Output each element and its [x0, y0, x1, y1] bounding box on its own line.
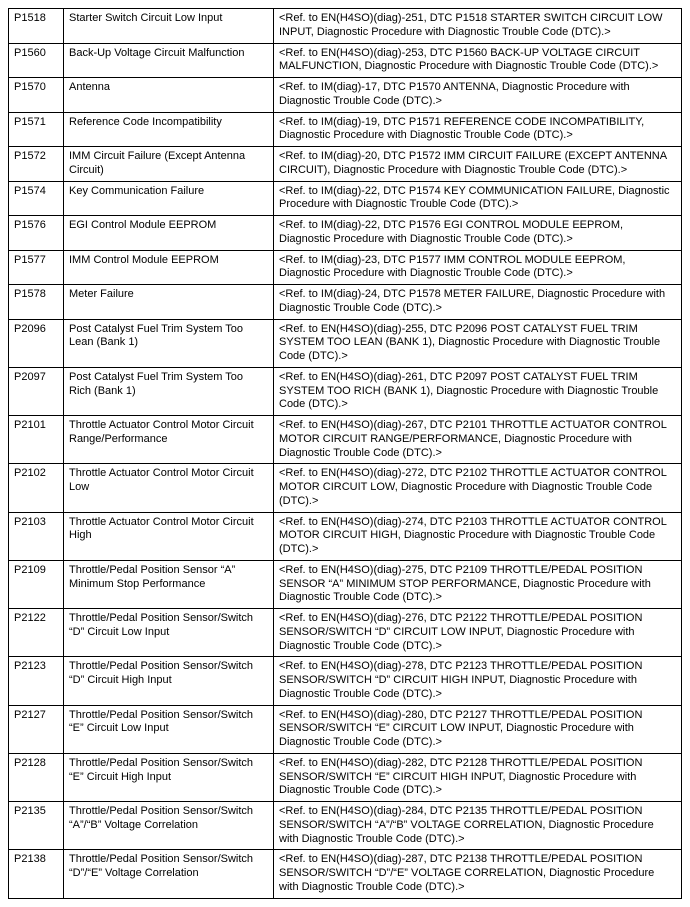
dtc-reference: <Ref. to IM(diag)-22, DTC P1576 EGI CONT…	[274, 216, 682, 251]
dtc-code: P1518	[9, 9, 64, 44]
dtc-name: Post Catalyst Fuel Trim System Too Lean …	[64, 319, 274, 367]
table-row: P1577IMM Control Module EEPROM<Ref. to I…	[9, 250, 682, 285]
table-row: P2102Throttle Actuator Control Motor Cir…	[9, 464, 682, 512]
dtc-name: IMM Circuit Failure (Except Antenna Circ…	[64, 147, 274, 182]
table-row: P1574Key Communication Failure<Ref. to I…	[9, 181, 682, 216]
dtc-code: P1576	[9, 216, 64, 251]
dtc-code: P1570	[9, 78, 64, 113]
dtc-reference: <Ref. to IM(diag)-19, DTC P1571 REFERENC…	[274, 112, 682, 147]
dtc-name: Throttle Actuator Control Motor Circuit …	[64, 464, 274, 512]
dtc-name: Throttle/Pedal Position Sensor/Switch “E…	[64, 705, 274, 753]
dtc-code: P1578	[9, 285, 64, 320]
dtc-name: Reference Code Incompatibility	[64, 112, 274, 147]
dtc-reference: <Ref. to IM(diag)-17, DTC P1570 ANTENNA,…	[274, 78, 682, 113]
dtc-code: P2122	[9, 609, 64, 657]
dtc-name: Throttle/Pedal Position Sensor “A” Minim…	[64, 560, 274, 608]
dtc-code: P1572	[9, 147, 64, 182]
table-row: P2127Throttle/Pedal Position Sensor/Swit…	[9, 705, 682, 753]
table-row: P2138Throttle/Pedal Position Sensor/Swit…	[9, 850, 682, 898]
dtc-reference: <Ref. to EN(H4SO)(diag)-274, DTC P2103 T…	[274, 512, 682, 560]
table-row: P2109Throttle/Pedal Position Sensor “A” …	[9, 560, 682, 608]
dtc-name: Antenna	[64, 78, 274, 113]
dtc-code: P2128	[9, 753, 64, 801]
dtc-reference: <Ref. to EN(H4SO)(diag)-261, DTC P2097 P…	[274, 367, 682, 415]
table-row: P1571Reference Code Incompatibility<Ref.…	[9, 112, 682, 147]
dtc-name: Throttle/Pedal Position Sensor/Switch “D…	[64, 609, 274, 657]
dtc-reference: <Ref. to IM(diag)-22, DTC P1574 KEY COMM…	[274, 181, 682, 216]
table-row: P1570Antenna<Ref. to IM(diag)-17, DTC P1…	[9, 78, 682, 113]
dtc-name: Throttle/Pedal Position Sensor/Switch “D…	[64, 657, 274, 705]
dtc-code: P1574	[9, 181, 64, 216]
dtc-code: P2127	[9, 705, 64, 753]
dtc-reference: <Ref. to EN(H4SO)(diag)-284, DTC P2135 T…	[274, 802, 682, 850]
dtc-code: P2123	[9, 657, 64, 705]
dtc-code: P2102	[9, 464, 64, 512]
dtc-reference: <Ref. to EN(H4SO)(diag)-255, DTC P2096 P…	[274, 319, 682, 367]
table-row: P2096Post Catalyst Fuel Trim System Too …	[9, 319, 682, 367]
dtc-reference: <Ref. to EN(H4SO)(diag)-287, DTC P2138 T…	[274, 850, 682, 898]
table-row: P1576EGI Control Module EEPROM<Ref. to I…	[9, 216, 682, 251]
dtc-name: Throttle Actuator Control Motor Circuit …	[64, 512, 274, 560]
dtc-name: Post Catalyst Fuel Trim System Too Rich …	[64, 367, 274, 415]
table-row: P1572IMM Circuit Failure (Except Antenna…	[9, 147, 682, 182]
dtc-code: P2097	[9, 367, 64, 415]
dtc-name: Throttle/Pedal Position Sensor/Switch “D…	[64, 850, 274, 898]
dtc-name: EGI Control Module EEPROM	[64, 216, 274, 251]
dtc-name: Key Communication Failure	[64, 181, 274, 216]
dtc-code: P1577	[9, 250, 64, 285]
dtc-name: Meter Failure	[64, 285, 274, 320]
dtc-reference: <Ref. to IM(diag)-23, DTC P1577 IMM CONT…	[274, 250, 682, 285]
dtc-name: IMM Control Module EEPROM	[64, 250, 274, 285]
dtc-name: Back-Up Voltage Circuit Malfunction	[64, 43, 274, 78]
dtc-code: P2096	[9, 319, 64, 367]
table-row: P2135Throttle/Pedal Position Sensor/Swit…	[9, 802, 682, 850]
table-row: P2122Throttle/Pedal Position Sensor/Swit…	[9, 609, 682, 657]
dtc-reference: <Ref. to EN(H4SO)(diag)-276, DTC P2122 T…	[274, 609, 682, 657]
table-row: P2128Throttle/Pedal Position Sensor/Swit…	[9, 753, 682, 801]
dtc-table: P1518Starter Switch Circuit Low Input<Re…	[8, 8, 682, 899]
table-row: P2101Throttle Actuator Control Motor Cir…	[9, 416, 682, 464]
dtc-name: Throttle/Pedal Position Sensor/Switch “E…	[64, 753, 274, 801]
dtc-name: Starter Switch Circuit Low Input	[64, 9, 274, 44]
dtc-reference: <Ref. to EN(H4SO)(diag)-267, DTC P2101 T…	[274, 416, 682, 464]
dtc-reference: <Ref. to EN(H4SO)(diag)-253, DTC P1560 B…	[274, 43, 682, 78]
table-row: P1578Meter Failure<Ref. to IM(diag)-24, …	[9, 285, 682, 320]
dtc-code: P1571	[9, 112, 64, 147]
dtc-code: P2101	[9, 416, 64, 464]
table-row: P2097Post Catalyst Fuel Trim System Too …	[9, 367, 682, 415]
dtc-reference: <Ref. to IM(diag)-20, DTC P1572 IMM CIRC…	[274, 147, 682, 182]
dtc-reference: <Ref. to EN(H4SO)(diag)-275, DTC P2109 T…	[274, 560, 682, 608]
dtc-code: P1560	[9, 43, 64, 78]
dtc-code: P2138	[9, 850, 64, 898]
table-row: P2103Throttle Actuator Control Motor Cir…	[9, 512, 682, 560]
dtc-reference: <Ref. to EN(H4SO)(diag)-272, DTC P2102 T…	[274, 464, 682, 512]
table-row: P1518Starter Switch Circuit Low Input<Re…	[9, 9, 682, 44]
dtc-reference: <Ref. to EN(H4SO)(diag)-278, DTC P2123 T…	[274, 657, 682, 705]
dtc-code: P2109	[9, 560, 64, 608]
table-row: P2123Throttle/Pedal Position Sensor/Swit…	[9, 657, 682, 705]
dtc-reference: <Ref. to EN(H4SO)(diag)-251, DTC P1518 S…	[274, 9, 682, 44]
dtc-table-body: P1518Starter Switch Circuit Low Input<Re…	[9, 9, 682, 899]
dtc-reference: <Ref. to IM(diag)-24, DTC P1578 METER FA…	[274, 285, 682, 320]
dtc-reference: <Ref. to EN(H4SO)(diag)-280, DTC P2127 T…	[274, 705, 682, 753]
dtc-code: P2103	[9, 512, 64, 560]
table-row: P1560Back-Up Voltage Circuit Malfunction…	[9, 43, 682, 78]
dtc-name: Throttle Actuator Control Motor Circuit …	[64, 416, 274, 464]
dtc-name: Throttle/Pedal Position Sensor/Switch “A…	[64, 802, 274, 850]
dtc-reference: <Ref. to EN(H4SO)(diag)-282, DTC P2128 T…	[274, 753, 682, 801]
dtc-code: P2135	[9, 802, 64, 850]
